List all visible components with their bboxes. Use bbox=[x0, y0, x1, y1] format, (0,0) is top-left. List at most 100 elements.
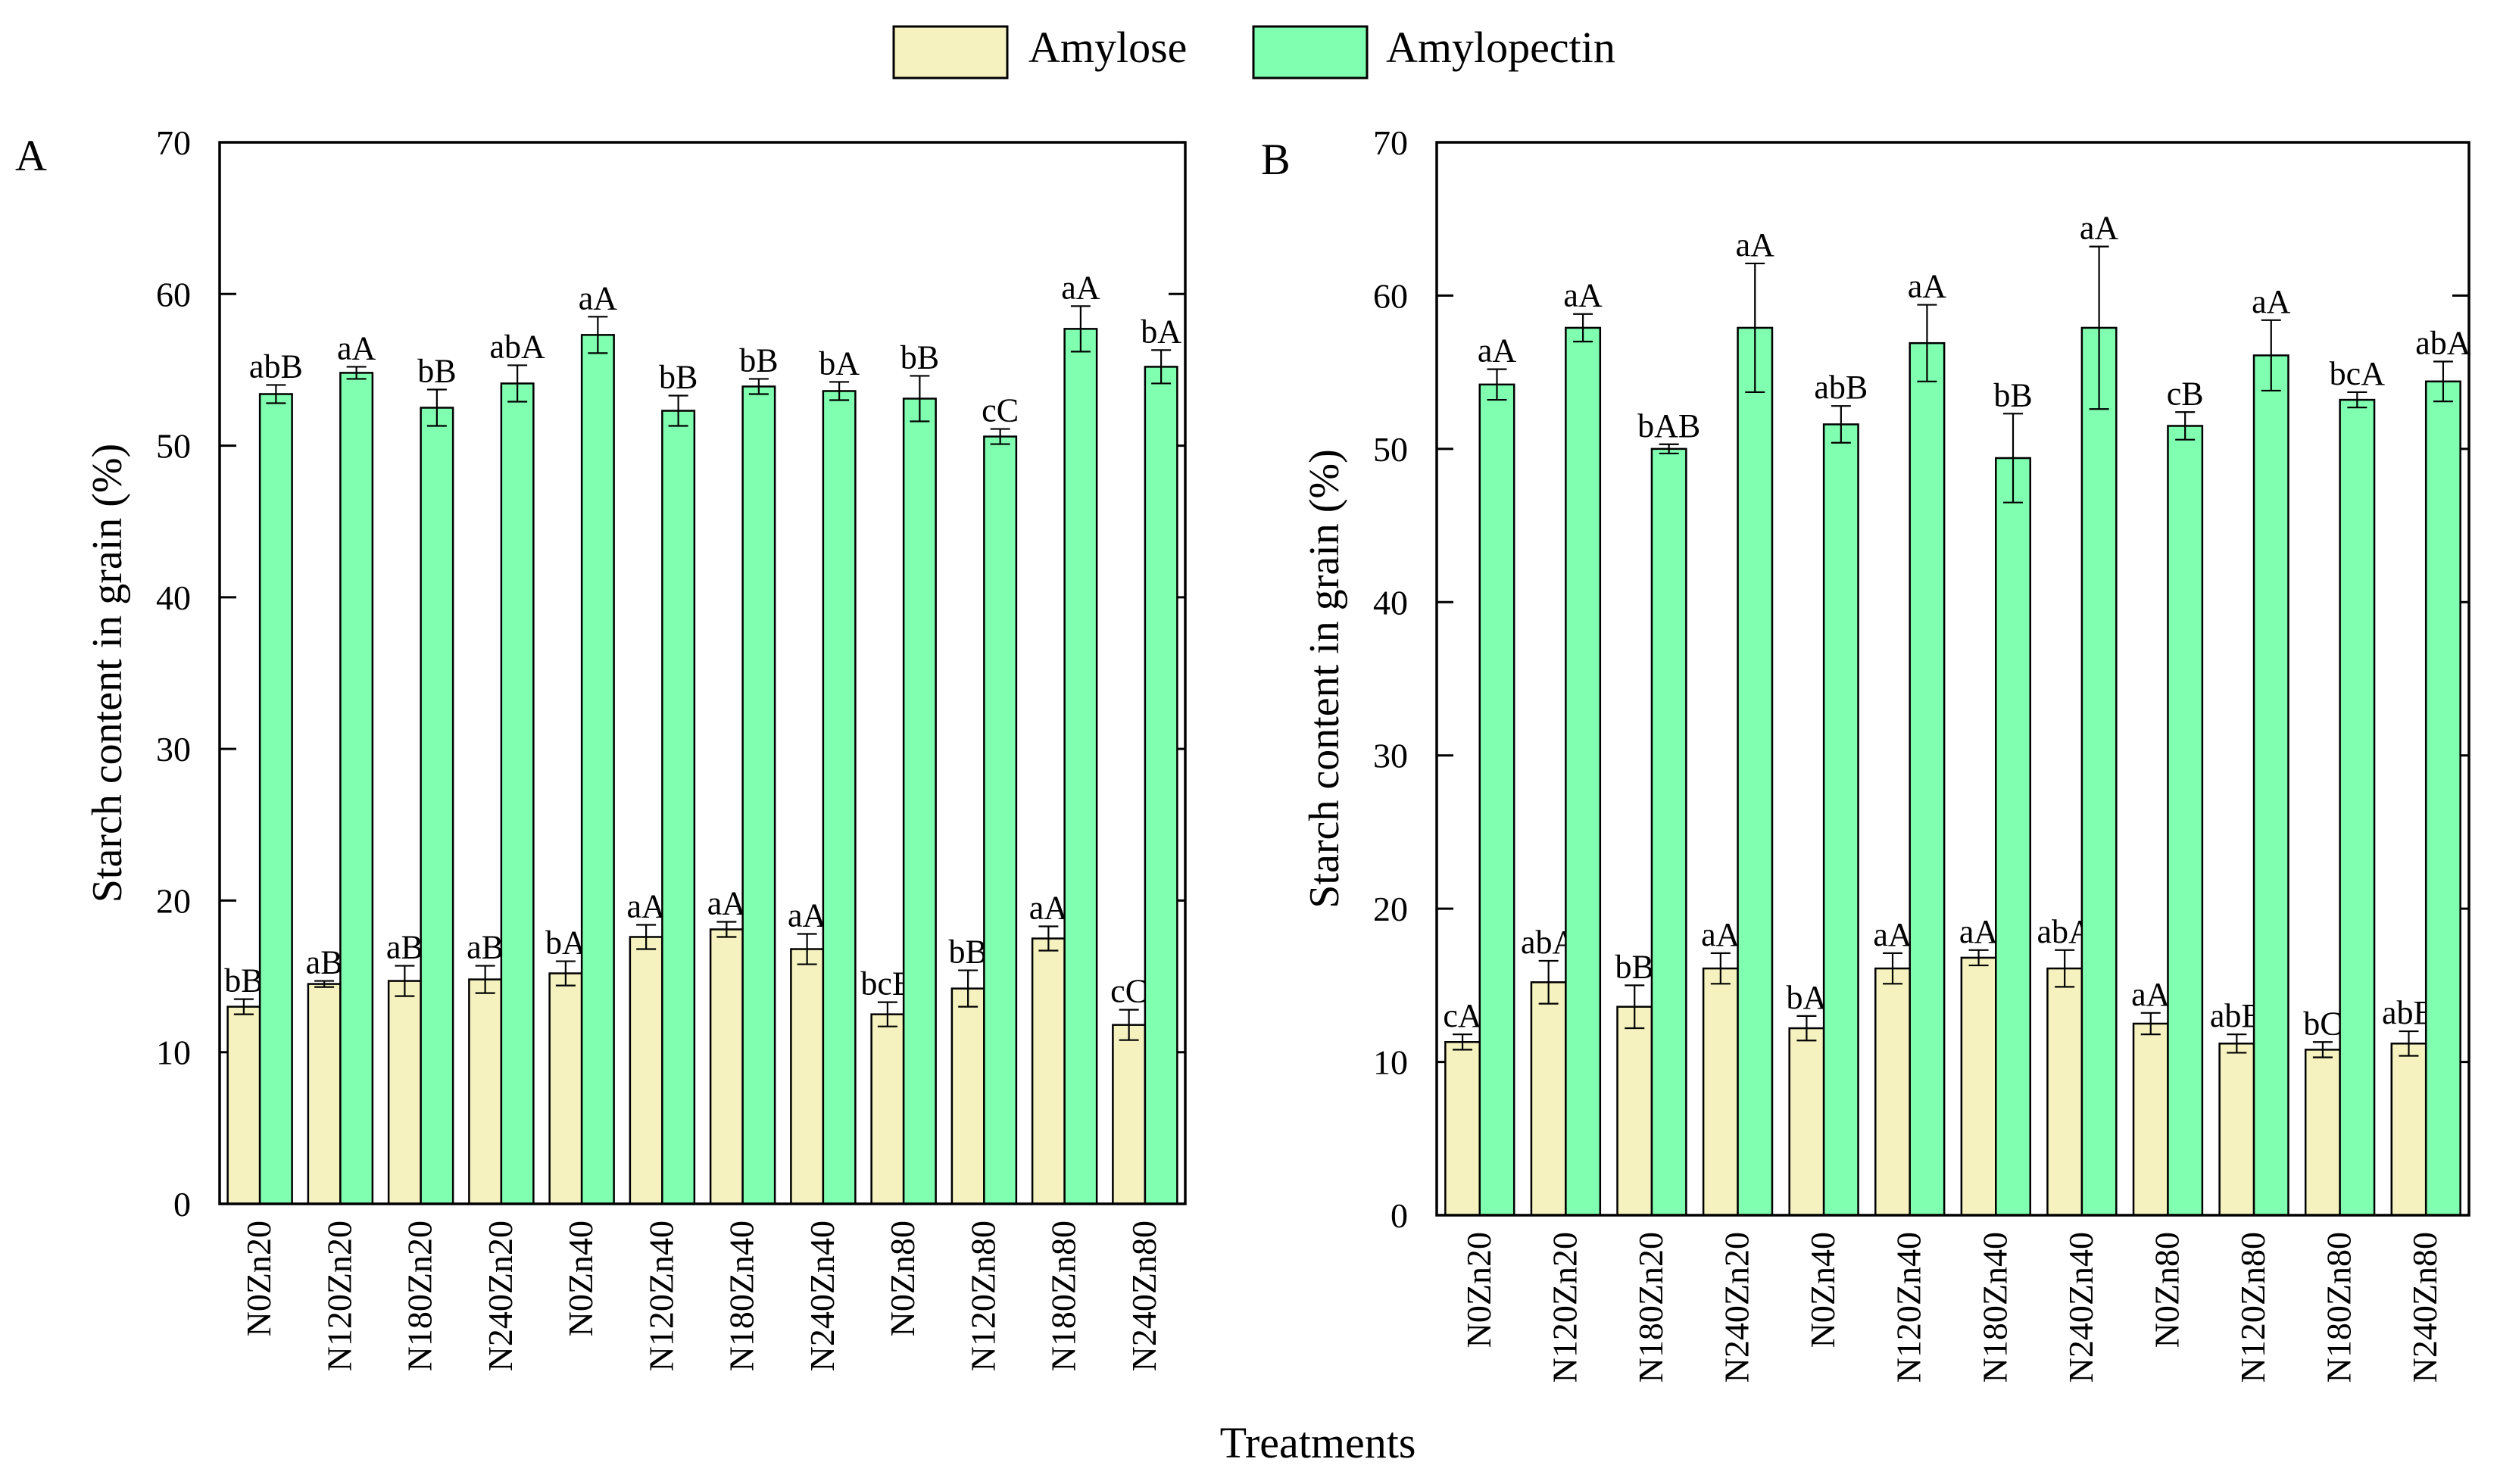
x-tick-label: N120Zn40 bbox=[1890, 1232, 1928, 1383]
amylopectin-bar bbox=[902, 398, 937, 1205]
significance-label: abA bbox=[489, 328, 545, 365]
amylose-bar bbox=[1702, 967, 1739, 1217]
x-tick-label: N180Zn40 bbox=[1975, 1232, 2014, 1383]
y-tick-label: 70 bbox=[156, 123, 191, 162]
amylopectin-bar bbox=[661, 410, 696, 1205]
significance-label: bB bbox=[948, 934, 987, 971]
amylose-bar bbox=[307, 983, 342, 1205]
x-tick-label: N240Zn40 bbox=[803, 1221, 841, 1371]
amylopectin-bar bbox=[258, 393, 293, 1205]
significance-label: aA bbox=[579, 279, 618, 316]
significance-label: aA bbox=[2131, 976, 2171, 1013]
amylopectin-bar bbox=[1909, 341, 1946, 1217]
significance-label: aA bbox=[1959, 913, 1999, 950]
y-tick-label: 10 bbox=[156, 1034, 191, 1072]
amylose-bar bbox=[2304, 1049, 2341, 1217]
amylose-bar bbox=[548, 972, 583, 1205]
panel-label: A bbox=[15, 131, 47, 180]
y-tick-label: 40 bbox=[1373, 583, 1408, 622]
amylopectin-bar bbox=[1650, 447, 1687, 1217]
x-tick-label: N180Zn20 bbox=[1631, 1232, 1670, 1383]
amylopectin-bar bbox=[500, 382, 535, 1205]
x-tick-label: N240Zn80 bbox=[1125, 1221, 1163, 1371]
x-tick-label: N120Zn20 bbox=[1545, 1232, 1584, 1383]
plot-frame bbox=[218, 141, 1187, 1205]
significance-label: aA bbox=[1873, 916, 1912, 953]
y-tick-label: 20 bbox=[1373, 890, 1408, 928]
amylopectin-bar bbox=[1565, 326, 1602, 1217]
x-tick-label: N0Zn40 bbox=[1803, 1232, 1842, 1348]
x-tick-label: N240Zn40 bbox=[2062, 1232, 2100, 1383]
significance-label: aA bbox=[1701, 916, 1740, 953]
y-tick-label: 60 bbox=[156, 275, 191, 313]
x-tick-label: N120Zn40 bbox=[641, 1221, 680, 1371]
x-tick-label: N240Zn20 bbox=[481, 1221, 520, 1371]
significance-label: bB bbox=[1615, 948, 1654, 985]
x-tick-label: N180Zn80 bbox=[1044, 1221, 1083, 1371]
amylopectin-bar bbox=[580, 334, 615, 1205]
significance-label: bC bbox=[2303, 1005, 2342, 1042]
amylopectin-bar bbox=[983, 435, 1018, 1205]
x-tick-label: N0Zn40 bbox=[561, 1221, 600, 1336]
significance-label: aA bbox=[1908, 268, 1947, 305]
amylose-bar bbox=[1616, 1005, 1653, 1217]
amylopectin-bar bbox=[339, 372, 374, 1205]
significance-label: aB bbox=[467, 929, 504, 966]
significance-label: aA bbox=[1563, 277, 1603, 314]
amylose-bar bbox=[950, 987, 985, 1205]
amylopectin-bar bbox=[2167, 425, 2204, 1217]
y-axis-title: Starch content in grain (%) bbox=[84, 444, 131, 903]
amylose-bar bbox=[1530, 981, 1567, 1217]
amylopectin-bar bbox=[1063, 328, 1098, 1205]
amylose-bar bbox=[468, 978, 503, 1205]
x-tick-label: N240Zn20 bbox=[1718, 1232, 1756, 1383]
significance-label: aB bbox=[386, 929, 423, 966]
amylopectin-bar bbox=[1995, 457, 2031, 1217]
amylopectin-bar bbox=[1478, 383, 1515, 1217]
amylopectin-bar bbox=[1822, 423, 1859, 1217]
significance-label: aA bbox=[788, 896, 827, 934]
amylose-bar bbox=[1960, 956, 1997, 1217]
amylopectin-bar bbox=[2080, 326, 2118, 1217]
amylopectin-bar bbox=[1144, 366, 1178, 1205]
significance-label: aA bbox=[707, 884, 747, 921]
significance-label: aB bbox=[306, 944, 343, 981]
y-tick-label: 10 bbox=[1373, 1043, 1408, 1082]
x-tick-label: N120Zn20 bbox=[320, 1221, 358, 1371]
significance-label: abB bbox=[249, 348, 303, 385]
significance-label: aA bbox=[1061, 269, 1100, 306]
y-tick-label: 50 bbox=[156, 427, 191, 466]
amylose-bar bbox=[1874, 967, 1911, 1217]
significance-label: cC bbox=[1110, 973, 1147, 1010]
x-tick-label: N120Zn80 bbox=[963, 1221, 1002, 1371]
amylose-bar bbox=[226, 1005, 261, 1205]
significance-label: bA bbox=[1141, 313, 1181, 350]
significance-label: bB bbox=[900, 338, 939, 376]
x-tick-label: N180Zn40 bbox=[723, 1221, 761, 1371]
x-tick-label: N0Zn80 bbox=[2147, 1232, 2186, 1348]
y-tick-label: 20 bbox=[156, 881, 191, 920]
amylopectin-bar bbox=[2424, 380, 2461, 1217]
y-tick-label: 60 bbox=[1373, 276, 1408, 315]
significance-label: bA bbox=[819, 344, 860, 382]
significance-label: aA bbox=[2252, 283, 2291, 320]
legend: Amylose Amylopectin bbox=[892, 23, 1615, 80]
amylose-bar bbox=[1444, 1041, 1481, 1217]
panel-label: B bbox=[1261, 135, 1291, 184]
amylose-bar bbox=[709, 928, 744, 1205]
y-axis-title: Starch content in grain (%) bbox=[1301, 449, 1348, 908]
significance-label: bB bbox=[659, 358, 698, 395]
significance-label: abA bbox=[2415, 324, 2471, 361]
amylose-bar bbox=[2390, 1043, 2427, 1217]
x-tick-label: N180Zn20 bbox=[401, 1221, 439, 1371]
y-tick-label: 0 bbox=[173, 1185, 191, 1224]
legend-swatch-amylopectin bbox=[1252, 25, 1369, 80]
x-tick-label: N120Zn80 bbox=[2233, 1232, 2272, 1383]
panel-a: A 0 10 20 30 40 50 60 70 Starch content in grain … bbox=[15, 123, 1187, 1371]
amylopectin-bar bbox=[1737, 326, 1774, 1217]
significance-label: bB bbox=[739, 341, 778, 379]
amylopectin-bar bbox=[2339, 398, 2376, 1217]
significance-label: cB bbox=[2167, 375, 2204, 412]
amylose-bar bbox=[2046, 967, 2083, 1217]
amylose-bar bbox=[387, 980, 422, 1205]
